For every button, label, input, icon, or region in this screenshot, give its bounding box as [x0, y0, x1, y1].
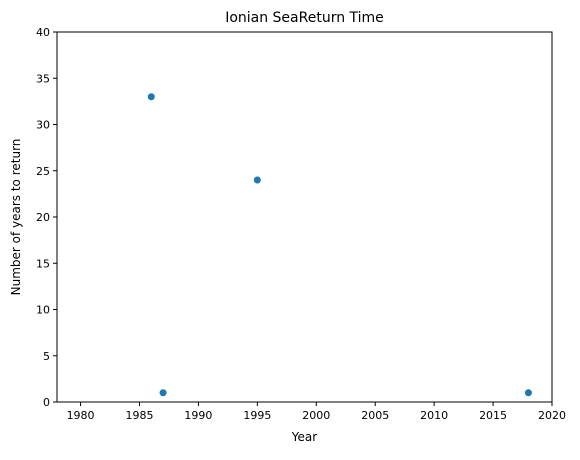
chart-title: Ionian SeaReturn Time [225, 10, 384, 26]
y-axis-ticks: 0 5 10 15 20 25 30 35 40 [36, 26, 57, 409]
x-tick-label: 1980 [67, 409, 95, 422]
x-tick-label: 2010 [420, 409, 448, 422]
x-tick-label: 1995 [243, 409, 271, 422]
y-tick-label: 10 [36, 304, 50, 317]
y-axis-label: Number of years to return [9, 139, 23, 296]
x-tick-label: 1990 [184, 409, 212, 422]
plot-area-frame [56, 31, 553, 403]
scatter-point [159, 389, 167, 397]
y-tick-label: 35 [36, 72, 50, 85]
x-tick-label: 2020 [538, 409, 566, 422]
y-tick-label: 25 [36, 165, 50, 178]
scatter-point [147, 93, 155, 101]
data-points [147, 93, 532, 397]
y-tick-label: 30 [36, 119, 50, 132]
y-tick-label: 20 [36, 211, 50, 224]
scatter-point [524, 389, 532, 397]
x-tick-label: 2015 [479, 409, 507, 422]
x-tick-label: 2000 [302, 409, 330, 422]
y-tick-label: 0 [43, 396, 50, 409]
x-tick-label: 1985 [126, 409, 154, 422]
scatter-point [253, 176, 261, 184]
x-axis-label: Year [291, 430, 317, 444]
y-tick-label: 15 [36, 257, 50, 270]
y-tick-label: 5 [43, 350, 50, 363]
y-tick-label: 40 [36, 26, 50, 39]
x-axis-ticks: 1980 1985 1990 1995 2000 2005 2010 2015 2020 [67, 402, 566, 422]
x-tick-label: 2005 [361, 409, 389, 422]
